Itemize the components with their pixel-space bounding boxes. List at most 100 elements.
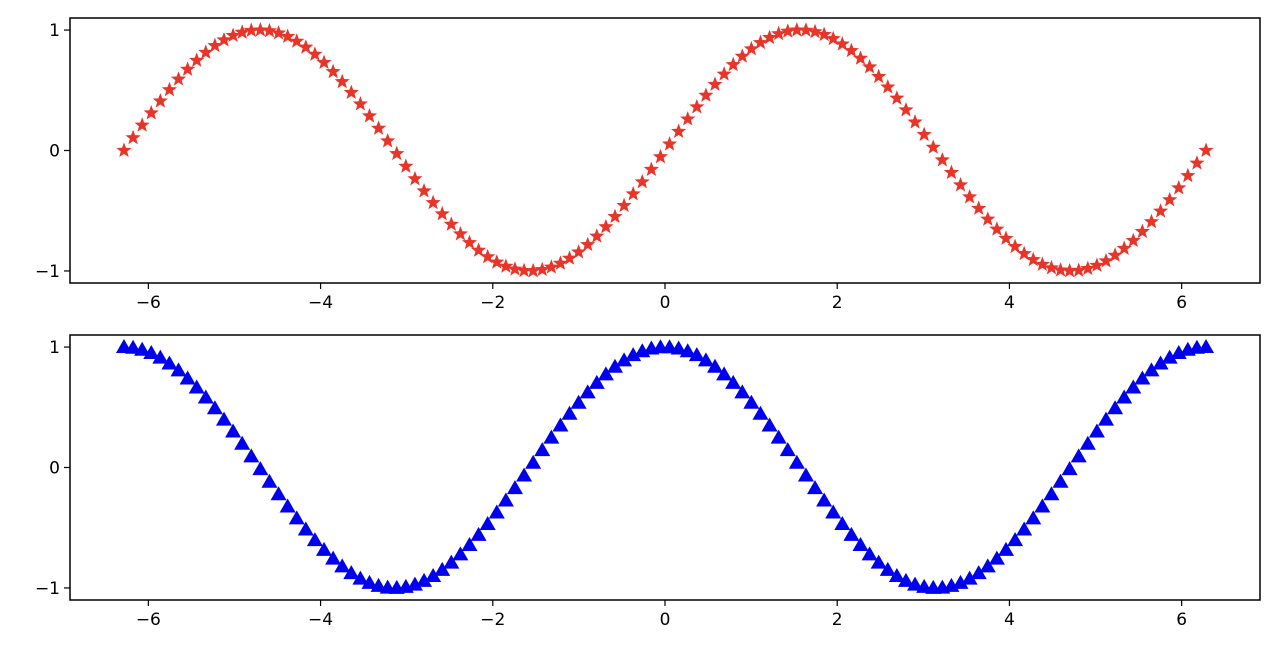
data-point — [143, 104, 159, 120]
data-point — [1162, 191, 1178, 207]
data-point — [1143, 362, 1160, 377]
data-point — [916, 126, 932, 142]
data-point — [607, 208, 623, 224]
data-point — [1062, 262, 1078, 278]
data-point — [380, 132, 396, 148]
data-point — [134, 341, 151, 356]
data-point — [325, 550, 342, 565]
data-point — [670, 340, 687, 355]
data-point — [1079, 435, 1096, 450]
data-point — [589, 228, 605, 243]
data-point — [361, 108, 378, 123]
data-point — [398, 158, 414, 173]
data-point — [470, 526, 487, 541]
data-point — [543, 259, 559, 274]
data-point — [297, 521, 314, 536]
data-point — [825, 504, 842, 519]
data-point — [598, 218, 614, 234]
data-point — [725, 374, 742, 389]
data-point — [225, 423, 242, 438]
x-tick-label: 2 — [832, 610, 843, 630]
x-tick-label: −6 — [136, 610, 161, 630]
data-point — [679, 343, 696, 358]
data-point — [352, 96, 368, 111]
data-point — [743, 40, 759, 56]
data-point — [798, 22, 814, 37]
data-point — [1080, 260, 1096, 276]
data-point — [198, 44, 214, 59]
data-point — [779, 442, 796, 457]
data-point — [134, 117, 150, 132]
x-tick-label: 4 — [1004, 293, 1015, 313]
data-point — [216, 31, 232, 47]
data-point — [298, 39, 314, 54]
data-point — [789, 22, 805, 37]
data-point — [479, 516, 496, 531]
data-point — [625, 347, 642, 362]
data-point — [270, 486, 287, 501]
data-point — [1180, 167, 1196, 183]
data-point — [761, 29, 778, 45]
x-tick-label: 6 — [1176, 293, 1187, 313]
data-point — [470, 242, 487, 257]
data-point — [571, 244, 587, 259]
data-point — [116, 142, 132, 157]
data-point — [1107, 247, 1123, 262]
data-point — [1116, 389, 1133, 404]
data-point — [716, 66, 732, 81]
data-point — [461, 234, 478, 250]
data-point — [1152, 203, 1169, 218]
data-point — [752, 34, 769, 50]
data-point — [197, 389, 214, 404]
x-tick-label: 6 — [1176, 610, 1187, 630]
data-point — [962, 188, 978, 204]
data-point — [161, 355, 178, 370]
data-point — [488, 504, 505, 519]
data-point — [880, 79, 896, 94]
x-tick-label: −4 — [308, 610, 333, 630]
x-tick-label: −6 — [136, 293, 161, 313]
data-point — [552, 417, 569, 432]
data-point — [425, 568, 442, 583]
data-point — [807, 23, 823, 39]
data-point — [889, 90, 905, 105]
data-point — [1134, 370, 1151, 385]
data-point — [1052, 262, 1069, 277]
data-point — [852, 537, 869, 552]
y-tick-label: −1 — [35, 579, 60, 599]
data-point — [961, 570, 978, 585]
data-point — [306, 532, 323, 547]
data-point — [989, 221, 1005, 236]
data-point — [707, 358, 724, 373]
data-point — [761, 417, 778, 432]
data-point — [897, 572, 914, 587]
data-point — [1116, 240, 1132, 255]
data-point — [997, 541, 1014, 556]
x-tick-label: −4 — [308, 293, 333, 313]
data-point — [725, 56, 741, 72]
data-point — [998, 230, 1014, 245]
data-point — [579, 384, 596, 399]
y-tick-label: 1 — [49, 338, 60, 358]
data-point — [943, 164, 960, 180]
data-point — [1034, 256, 1050, 271]
data-point — [1089, 257, 1105, 272]
data-point — [279, 498, 296, 513]
data-point — [252, 22, 268, 37]
data-point — [1043, 486, 1060, 501]
data-point — [489, 254, 505, 269]
x-tick-label: 4 — [1004, 610, 1015, 630]
data-point — [606, 358, 623, 373]
subplot-1: −6 −4 −2 0 2 4 6 −1 0 1 — [35, 17, 1261, 313]
data-point — [625, 186, 641, 201]
data-point — [979, 558, 996, 573]
data-point — [734, 48, 750, 63]
data-point — [280, 28, 296, 44]
y-tick-label: 0 — [49, 459, 60, 479]
data-point — [188, 379, 205, 394]
data-point — [125, 129, 141, 145]
data-point — [261, 22, 278, 38]
data-point — [788, 454, 805, 469]
data-point — [907, 114, 923, 129]
